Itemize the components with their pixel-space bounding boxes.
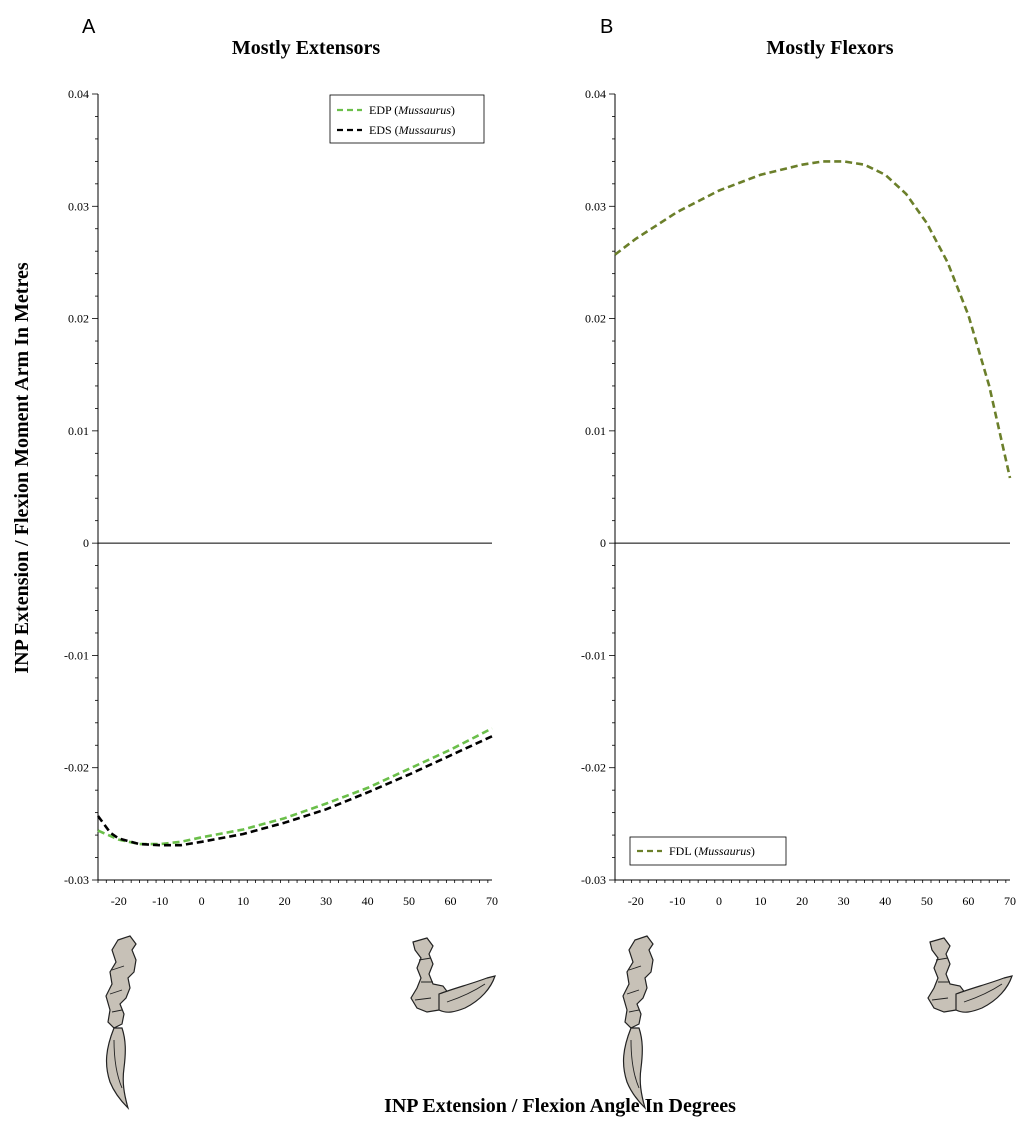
y-tick-label: -0.01	[64, 648, 89, 662]
legend-taxon: Mussaurus	[397, 103, 451, 117]
x-tick-label: 40	[879, 894, 891, 908]
panel-a-letter: A	[82, 16, 96, 38]
x-tick-label: 20	[279, 894, 291, 908]
x-tick-label: 70	[486, 894, 498, 908]
legend-label-eds: EDS (Mussaurus)	[369, 123, 455, 137]
x-tick-label: 60	[962, 894, 974, 908]
panel-a-title: Mostly Extensors	[232, 37, 381, 59]
y-tick-label: 0	[600, 536, 606, 550]
y-tick-label: 0.04	[68, 87, 89, 101]
claw-extended-illustration	[105, 935, 137, 1109]
claw-flexed-illustration	[927, 937, 1013, 1013]
series-line-edp	[97, 727, 493, 846]
legend-taxon: Mussaurus	[398, 123, 452, 137]
legend-label-edp: EDP (Mussaurus)	[369, 103, 455, 117]
legend-taxon: Mussaurus	[697, 844, 751, 858]
legend-box	[329, 94, 485, 144]
x-tick-label: 50	[403, 894, 415, 908]
y-tick-label: 0.01	[585, 424, 606, 438]
y-tick-label: -0.03	[581, 873, 606, 887]
x-tick-label: 10	[237, 894, 249, 908]
x-tick-label: 0	[199, 894, 205, 908]
legend-series-name: EDS	[369, 123, 392, 137]
series-line-fdl	[614, 160, 1012, 479]
x-axis-title: INP Extension / Flexion Angle In Degrees	[384, 1095, 736, 1117]
y-tick-label: 0.01	[68, 424, 89, 438]
y-tick-label: 0.03	[585, 199, 606, 213]
legend-box	[629, 836, 787, 866]
y-tick-label: -0.01	[581, 648, 606, 662]
panel-b-series	[614, 160, 1012, 479]
panel-b-letter: B	[600, 16, 613, 38]
panel-a: A Mostly Extensors -0.03 -0.02 -0.01 0 0.01 0…	[64, 16, 498, 1109]
y-tick-label: -0.02	[64, 761, 89, 775]
x-tick-label: 0	[716, 894, 722, 908]
y-tick-label: -0.03	[64, 873, 89, 887]
x-tick-label: 10	[755, 894, 767, 908]
panel-b-legend: FDL (Mussaurus)	[629, 836, 787, 866]
x-tick-label: 30	[838, 894, 850, 908]
panel-b-title: Mostly Flexors	[766, 37, 893, 59]
x-tick-label: -20	[111, 894, 127, 908]
y-tick-label: 0.04	[585, 87, 606, 101]
panel-b-axes: -0.03 -0.02 -0.01 0 0.01 0.02 0.03 0.04 -20 -10 0 1…	[581, 87, 1016, 908]
x-tick-label: 50	[921, 894, 933, 908]
x-tick-label: 70	[1004, 894, 1016, 908]
y-tick-label: 0	[83, 536, 89, 550]
x-tick-label: -20	[628, 894, 644, 908]
panel-a-series	[96, 727, 493, 847]
legend-series-name: FDL	[669, 844, 691, 858]
y-axis-title: INP Extension / Flexion Moment Arm In Me…	[11, 262, 33, 673]
legend-series-name: EDP	[369, 103, 392, 117]
x-tick-label: 20	[796, 894, 808, 908]
series-line-eds	[96, 735, 493, 847]
x-tick-label: 30	[320, 894, 332, 908]
y-tick-label: 0.03	[68, 199, 89, 213]
y-tick-label: 0.02	[585, 312, 606, 326]
claw-flexed-illustration	[410, 937, 496, 1013]
panel-a-legend: EDP (Mussaurus) EDS (Mussaurus)	[329, 94, 485, 144]
y-tick-label: 0.02	[68, 312, 89, 326]
x-tick-label: 60	[445, 894, 457, 908]
panel-a-axes: -0.03 -0.02 -0.01 0 0.01 0.02 0.03 0.04 -20 -10 0 1…	[64, 87, 498, 908]
x-tick-label: -10	[669, 894, 685, 908]
y-tick-label: -0.02	[581, 761, 606, 775]
legend-label-fdl: FDL (Mussaurus)	[669, 844, 755, 858]
x-tick-label: -10	[152, 894, 168, 908]
x-tick-label: 40	[362, 894, 374, 908]
claw-extended-illustration	[622, 935, 654, 1109]
panel-b: B Mostly Flexors -0.03 -0.02 -0.01 0 0.01 0.0…	[581, 16, 1016, 1109]
